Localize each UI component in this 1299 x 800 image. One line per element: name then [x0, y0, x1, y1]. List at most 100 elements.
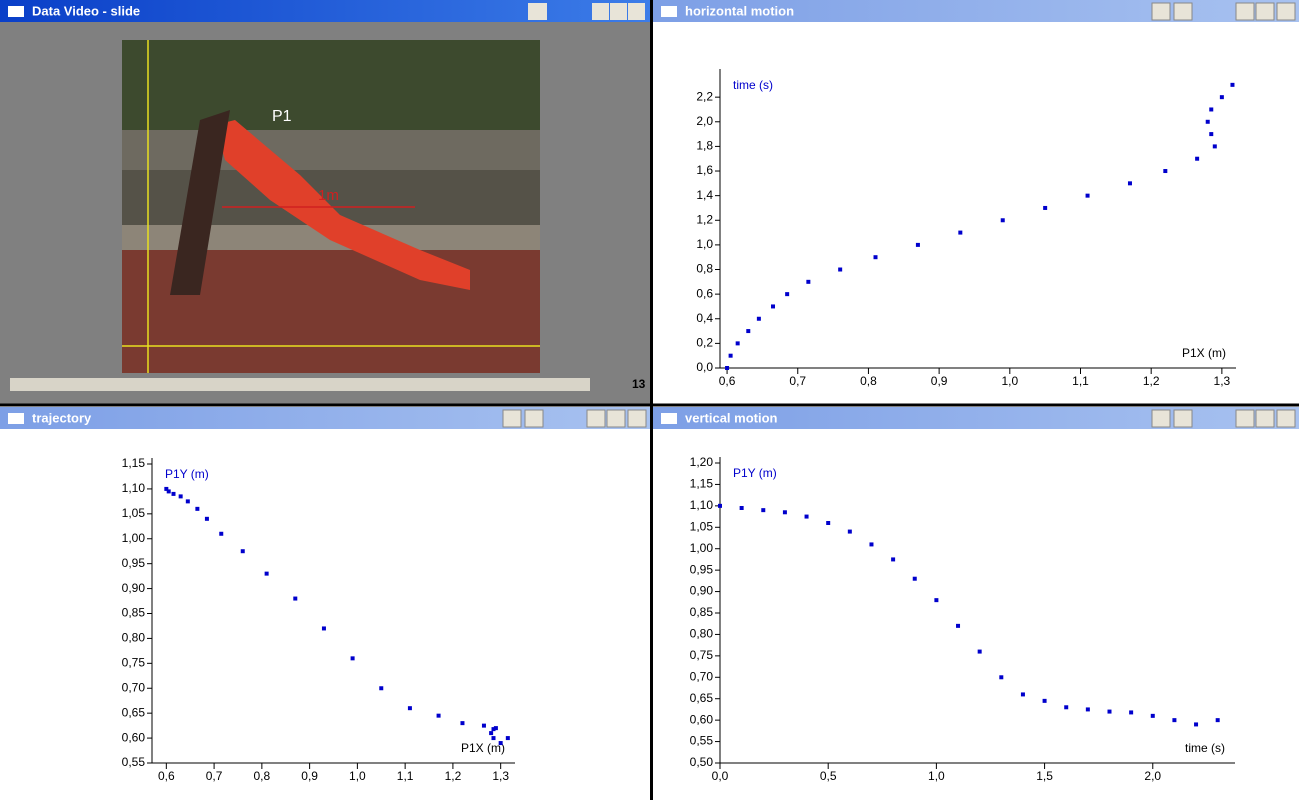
data-point	[195, 507, 199, 511]
y-tick-label: 1,20	[690, 455, 714, 469]
data-point	[1209, 107, 1213, 111]
data-point	[874, 255, 878, 259]
window-icon	[661, 6, 677, 17]
minimize-button[interactable]	[1236, 410, 1254, 427]
y-tick-label: 0,4	[696, 311, 713, 325]
data-point	[179, 494, 183, 498]
maximize-button[interactable]	[1256, 3, 1274, 20]
x-tick-label: 0,6	[719, 374, 736, 388]
x-tick-label: 1,0	[928, 769, 945, 783]
maximize-button[interactable]	[607, 410, 625, 427]
data-point	[785, 292, 789, 296]
y-tick-label: 0,70	[690, 669, 714, 683]
y-tick-label: 1,10	[690, 498, 714, 512]
y-tick-label: 0,55	[122, 755, 146, 769]
y-tick-label: 1,4	[696, 188, 713, 202]
minimize-button[interactable]	[592, 3, 609, 20]
window-title: Data Video - slide	[32, 3, 140, 18]
data-point	[1021, 692, 1025, 696]
pin-button[interactable]	[1174, 410, 1192, 427]
data-point	[913, 577, 917, 581]
data-point	[1001, 218, 1005, 222]
delete-button[interactable]	[1152, 3, 1170, 20]
x-tick-label: 1,1	[1072, 374, 1089, 388]
pin-button[interactable]	[1174, 3, 1192, 20]
frame-number: 13	[632, 377, 646, 391]
close-button[interactable]	[1277, 3, 1295, 20]
data-point	[1230, 83, 1234, 87]
data-point	[1129, 710, 1133, 714]
data-point	[783, 510, 787, 514]
x-tick-label: 0,9	[931, 374, 948, 388]
data-point	[1195, 157, 1199, 161]
y-tick-label: 1,2	[696, 212, 713, 226]
data-point	[958, 231, 962, 235]
y-tick-label: 0,0	[696, 360, 713, 374]
window-icon	[661, 413, 677, 424]
data-point	[916, 243, 920, 247]
y-tick-label: 0,75	[122, 656, 146, 670]
data-point	[219, 532, 223, 536]
data-point	[806, 280, 810, 284]
window-title: trajectory	[32, 410, 92, 425]
y-tick-label: 1,6	[696, 163, 713, 177]
y-tick-label: 0,85	[690, 605, 714, 619]
y-tick-label: 0,2	[696, 336, 713, 350]
data-point	[492, 727, 496, 731]
data-point	[1151, 714, 1155, 718]
maximize-button[interactable]	[610, 3, 627, 20]
video-window: Data Video - slide P1 1m 13	[0, 0, 650, 405]
data-point	[1086, 707, 1090, 711]
data-point	[746, 329, 750, 333]
video-controls[interactable]	[10, 378, 590, 391]
delete-button[interactable]	[503, 410, 521, 427]
data-point	[492, 736, 496, 740]
pin-button[interactable]	[528, 3, 547, 20]
data-point	[1209, 132, 1213, 136]
data-point	[1043, 206, 1047, 210]
x-tick-label: 0,8	[254, 769, 271, 783]
data-point	[848, 530, 852, 534]
data-point	[725, 366, 729, 370]
x-tick-label: 0,8	[860, 374, 877, 388]
minimize-button[interactable]	[1236, 3, 1254, 20]
video-frame	[122, 40, 540, 373]
y-tick-label: 0,55	[690, 734, 714, 748]
data-point	[978, 650, 982, 654]
pin-button[interactable]	[525, 410, 543, 427]
data-point	[186, 499, 190, 503]
y-tick-label: 1,10	[122, 481, 146, 495]
data-point	[460, 721, 464, 725]
x-tick-label: 0,7	[789, 374, 806, 388]
data-point	[205, 517, 209, 521]
y-tick-label: 0,85	[122, 606, 146, 620]
x-tick-label: 1,5	[1036, 769, 1053, 783]
window-icon	[8, 413, 24, 424]
x-tick-label: 1,1	[397, 769, 414, 783]
data-point	[265, 572, 269, 576]
minimize-button[interactable]	[587, 410, 605, 427]
data-point	[1216, 718, 1220, 722]
scale-label: 1m	[318, 187, 339, 204]
x-tick-label: 1,2	[445, 769, 462, 783]
y-tick-label: 0,50	[690, 755, 714, 769]
y-tick-label: 0,60	[122, 730, 146, 744]
y-tick-label: 1,8	[696, 139, 713, 153]
x-tick-label: 0,7	[206, 769, 223, 783]
x-tick-label: 1,2	[1143, 374, 1160, 388]
x-tick-label: 0,5	[820, 769, 837, 783]
y-axis-label: time (s)	[733, 78, 773, 92]
y-tick-label: 1,0	[696, 237, 713, 251]
x-tick-label: 0,0	[712, 769, 729, 783]
delete-button[interactable]	[1152, 410, 1170, 427]
data-point	[1064, 705, 1068, 709]
maximize-button[interactable]	[1256, 410, 1274, 427]
close-button[interactable]	[628, 3, 645, 20]
y-tick-label: 0,65	[690, 691, 714, 705]
data-point	[1220, 95, 1224, 99]
close-button[interactable]	[628, 410, 646, 427]
y-tick-label: 0,95	[122, 556, 146, 570]
data-point	[482, 724, 486, 728]
y-axis-label: P1Y (m)	[733, 466, 777, 480]
close-button[interactable]	[1277, 410, 1295, 427]
